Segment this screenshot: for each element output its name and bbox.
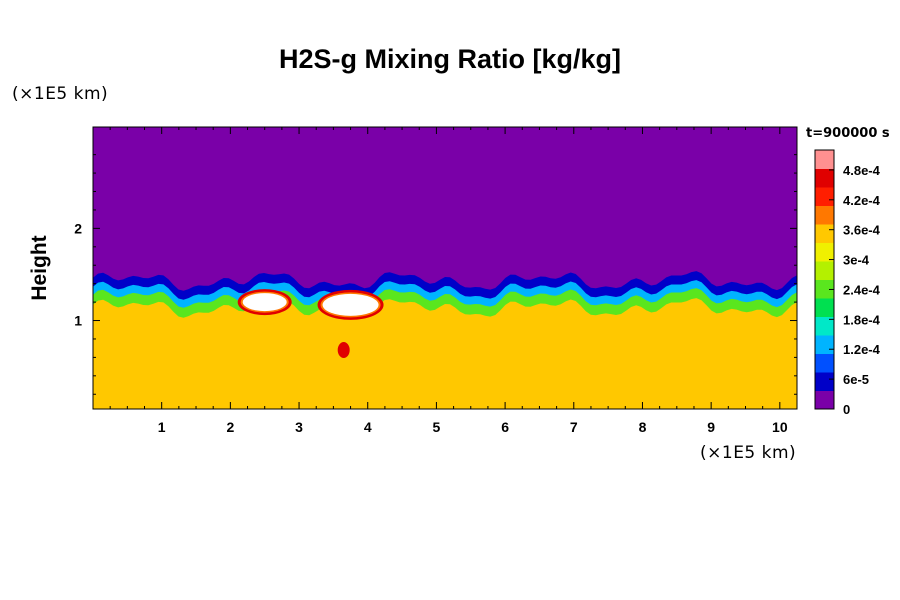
colorbar-segment: [815, 372, 834, 391]
x-tick-label: 3: [295, 419, 303, 435]
y-tick-label: 2: [74, 220, 82, 236]
chart-title: H2S-g Mixing Ratio [kg/kg]: [278, 44, 621, 74]
colorbar-tick-label: 4.8e-4: [843, 163, 881, 178]
x-tick-label: 1: [158, 419, 166, 435]
colorbar-tick-label: 1.8e-4: [843, 312, 881, 327]
hotspot-b-core: [322, 293, 379, 316]
colorbar-segment: [815, 298, 834, 317]
colorbar-segment: [815, 335, 834, 354]
colorbar-segment: [815, 390, 834, 410]
x-tick-label: 5: [433, 419, 441, 435]
plot-frame: [92, 126, 798, 410]
colorbar-segment: [815, 224, 834, 243]
colorbar-segment: [815, 150, 834, 169]
x-tick-label: 7: [570, 419, 578, 435]
colorbar-tick-label: 3.6e-4: [843, 223, 881, 238]
colorbar-segment: [815, 279, 834, 299]
colorbar-segment: [815, 353, 834, 373]
colorbar-segment: [815, 187, 834, 206]
colorbar-segment: [815, 242, 834, 262]
colorbar-tick-label: 1.2e-4: [843, 342, 881, 357]
time-label: t=900000 s: [806, 126, 890, 141]
colorbar-tick-label: 0: [843, 402, 850, 417]
y-unit-label: (×1E5 km): [12, 84, 109, 104]
hotspot-a-core: [242, 293, 287, 312]
hotspot-c: [337, 342, 350, 359]
y-tick-label: 1: [74, 313, 82, 329]
x-tick-label: 6: [501, 419, 509, 435]
colorbar-tick-label: 4.2e-4: [843, 193, 881, 208]
x-tick-label: 9: [707, 419, 715, 435]
lower-layer-region: [93, 298, 797, 409]
colorbar-tick-label: 6e-5: [843, 372, 869, 387]
x-unit-label: (×1E5 km): [700, 443, 797, 463]
colorbar-segment: [815, 205, 834, 225]
colorbar-tick-label: 2.4e-4: [843, 282, 881, 297]
x-tick-label: 10: [772, 419, 788, 435]
colorbar-segment: [815, 168, 834, 188]
x-tick-label: 2: [226, 419, 234, 435]
colorbar-segment: [815, 316, 834, 336]
colorbar-tick-label: 3e-4: [843, 253, 870, 268]
heatmap-field: [93, 127, 797, 409]
colorbar-frame: [814, 149, 835, 410]
x-tick-label: 8: [639, 419, 647, 435]
x-tick-label: 4: [364, 419, 372, 435]
colorbar-segment: [815, 261, 834, 280]
